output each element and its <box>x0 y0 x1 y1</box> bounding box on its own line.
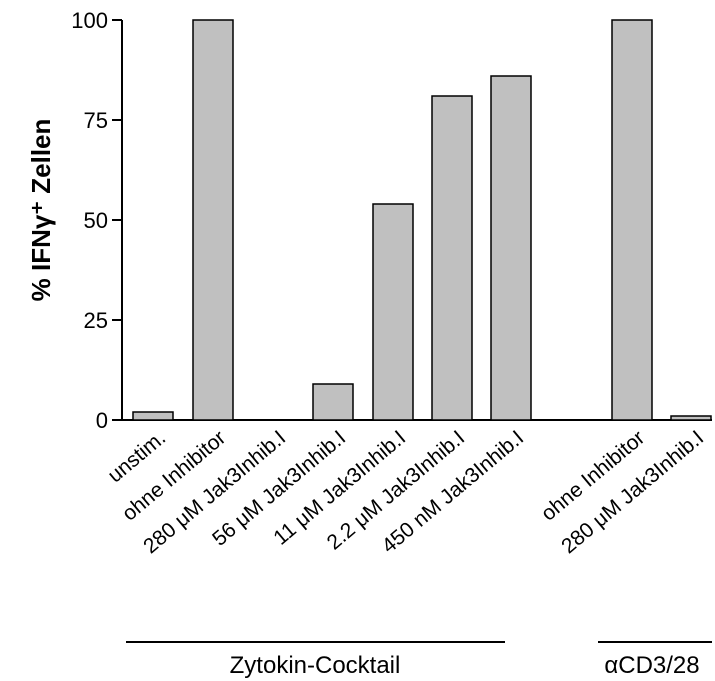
bar <box>192 19 234 421</box>
bar <box>312 383 354 421</box>
y-tick-label: 0 <box>96 408 108 433</box>
y-tick-label: 25 <box>84 308 108 333</box>
group-label-zytokin: Zytokin-Cocktail <box>230 652 401 679</box>
y-tick-label: 50 <box>84 208 108 233</box>
bar <box>132 411 174 421</box>
bar <box>670 415 712 421</box>
group-label-acd3: αCD3/28 <box>604 652 699 679</box>
y-tick-label: 100 <box>71 8 108 33</box>
bar <box>372 203 414 421</box>
bar <box>611 19 653 421</box>
bars <box>132 19 712 421</box>
bar <box>431 95 473 421</box>
y-tick-label: 75 <box>84 108 108 133</box>
bar <box>490 75 532 421</box>
y-axis-label: % IFNγ⁺ Zellen <box>26 119 56 302</box>
y-ticks: 0 25 50 75 100 <box>71 8 122 433</box>
